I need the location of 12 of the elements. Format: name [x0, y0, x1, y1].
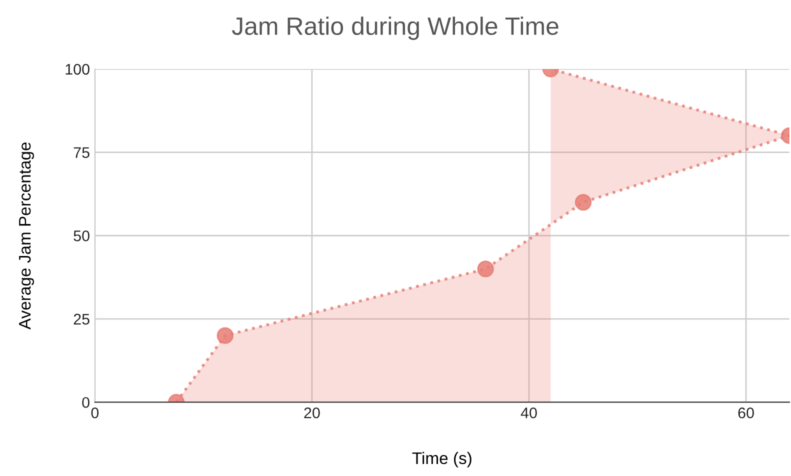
x-tick-label: 20	[304, 407, 320, 418]
chart-title: Jam Ratio during Whole Time	[232, 16, 558, 40]
y-tick-label: 25	[74, 314, 90, 325]
y-tick-label: 75	[74, 147, 90, 158]
y-tick-label: 100	[66, 64, 90, 75]
y-axis-title: Average Jam Percentage	[19, 142, 34, 330]
y-tick-label: 0	[82, 397, 90, 408]
x-tick-label: 40	[520, 407, 537, 418]
x-axis-title: Time (s)	[412, 452, 472, 468]
x-tick-label: 60	[738, 407, 754, 418]
x-tick-label: 0	[91, 407, 99, 418]
y-tick-label: 50	[74, 230, 90, 242]
